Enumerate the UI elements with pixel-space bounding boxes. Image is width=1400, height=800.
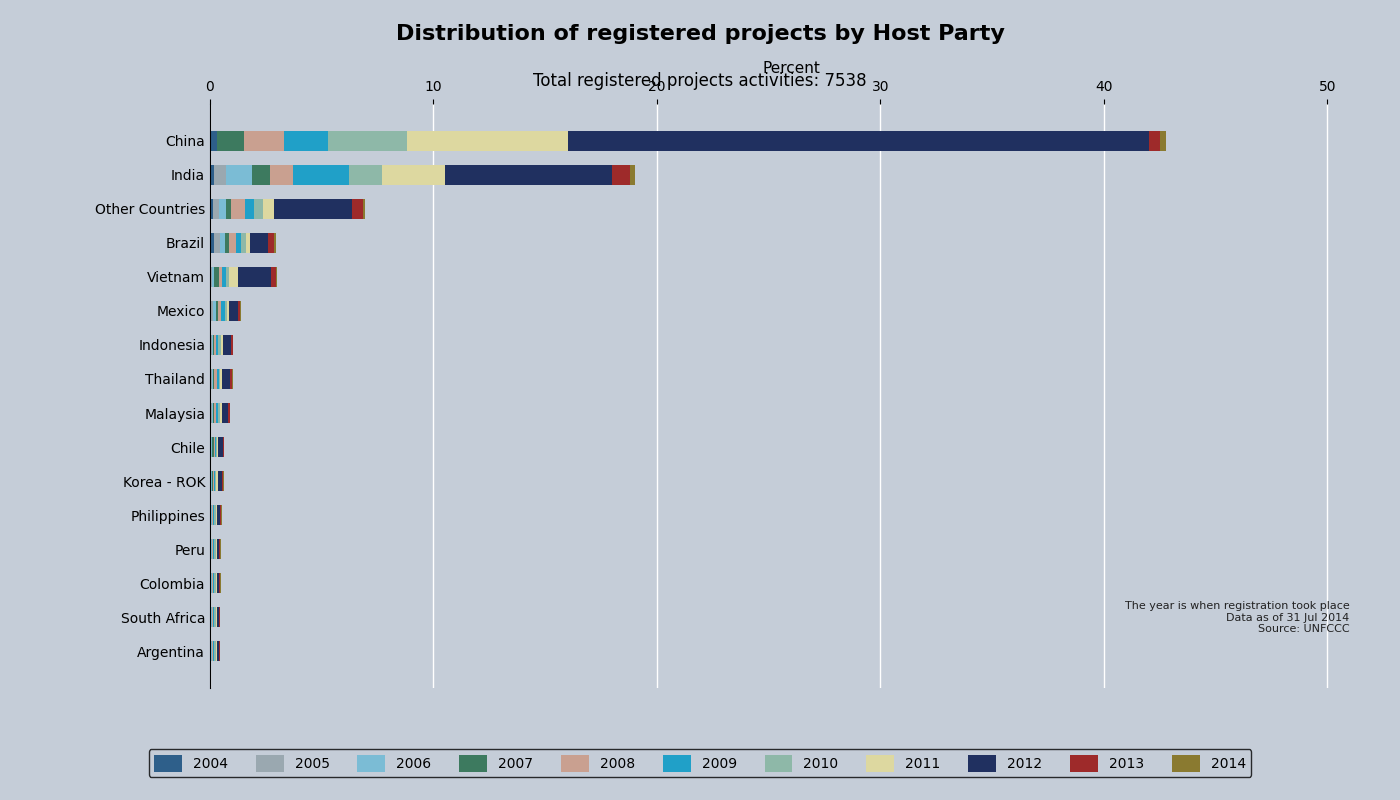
Bar: [1159, 130, 1166, 151]
Bar: [230, 301, 238, 321]
Bar: [406, 130, 567, 151]
Bar: [273, 233, 276, 253]
Bar: [213, 266, 214, 287]
Bar: [272, 266, 276, 287]
Bar: [284, 130, 329, 151]
Bar: [252, 165, 270, 185]
Bar: [270, 165, 293, 185]
Bar: [217, 471, 223, 491]
Bar: [231, 198, 245, 219]
Bar: [214, 403, 216, 423]
Bar: [217, 369, 218, 389]
Bar: [630, 165, 634, 185]
Bar: [217, 539, 220, 559]
Bar: [217, 130, 244, 151]
Bar: [567, 130, 1148, 151]
Bar: [218, 198, 225, 219]
Bar: [1148, 130, 1159, 151]
Bar: [445, 165, 612, 185]
Bar: [230, 266, 238, 287]
Bar: [329, 130, 406, 151]
Bar: [217, 607, 218, 627]
Bar: [214, 369, 217, 389]
Bar: [245, 198, 253, 219]
Bar: [223, 266, 225, 287]
Bar: [225, 198, 231, 219]
X-axis label: Percent: Percent: [762, 62, 820, 76]
Bar: [214, 266, 218, 287]
Bar: [214, 334, 216, 355]
Bar: [218, 334, 221, 355]
Bar: [238, 301, 241, 321]
Bar: [217, 641, 218, 662]
Bar: [251, 233, 269, 253]
Bar: [218, 403, 220, 423]
Text: Total registered projects activities: 7538: Total registered projects activities: 75…: [533, 72, 867, 90]
Bar: [223, 369, 230, 389]
Bar: [227, 301, 230, 321]
Bar: [382, 165, 445, 185]
Bar: [241, 233, 246, 253]
Bar: [351, 198, 363, 219]
Bar: [213, 301, 216, 321]
Bar: [349, 165, 382, 185]
Bar: [224, 301, 227, 321]
Bar: [221, 301, 224, 321]
Bar: [211, 301, 213, 321]
Bar: [214, 233, 220, 253]
Bar: [263, 198, 273, 219]
Bar: [217, 505, 220, 526]
Bar: [218, 266, 223, 287]
Bar: [220, 233, 224, 253]
Bar: [230, 233, 235, 253]
Bar: [210, 165, 214, 185]
Bar: [244, 130, 284, 151]
Bar: [231, 334, 232, 355]
Bar: [216, 334, 218, 355]
Bar: [235, 233, 241, 253]
Bar: [210, 130, 217, 151]
Text: Distribution of registered projects by Host Party: Distribution of registered projects by H…: [396, 24, 1004, 44]
Bar: [216, 301, 218, 321]
Bar: [612, 165, 630, 185]
Bar: [220, 369, 223, 389]
Bar: [225, 266, 230, 287]
Bar: [230, 369, 232, 389]
Bar: [253, 198, 263, 219]
Bar: [223, 334, 231, 355]
Bar: [210, 233, 214, 253]
Bar: [214, 165, 225, 185]
Bar: [218, 437, 223, 458]
Bar: [273, 198, 351, 219]
Bar: [238, 266, 272, 287]
Bar: [216, 403, 218, 423]
Bar: [220, 403, 221, 423]
Bar: [225, 165, 252, 185]
Bar: [221, 334, 223, 355]
Bar: [293, 165, 349, 185]
Bar: [224, 233, 230, 253]
Bar: [217, 573, 220, 594]
Bar: [213, 198, 218, 219]
Bar: [218, 301, 221, 321]
Bar: [210, 198, 213, 219]
Bar: [246, 233, 251, 253]
Legend: 2004, 2005, 2006, 2007, 2008, 2009, 2010, 2011, 2012, 2013, 2014: 2004, 2005, 2006, 2007, 2008, 2009, 2010…: [148, 749, 1252, 777]
Bar: [269, 233, 273, 253]
Bar: [221, 403, 228, 423]
Text: The year is when registration took place
Data as of 31 Jul 2014
Source: UNFCCC: The year is when registration took place…: [1126, 601, 1350, 634]
Bar: [363, 198, 365, 219]
